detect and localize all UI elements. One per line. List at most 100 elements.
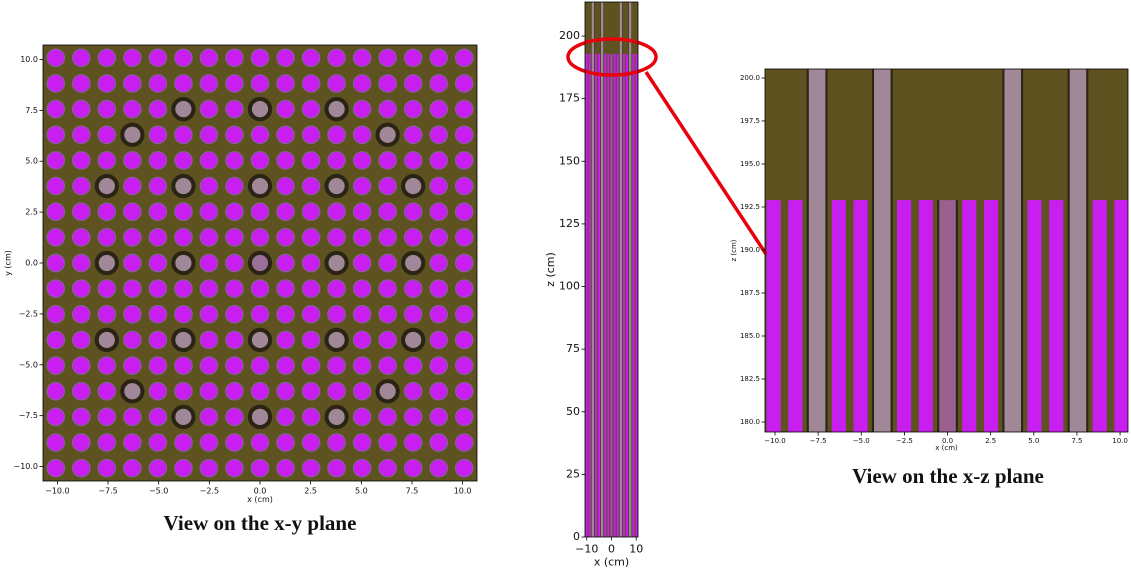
- guide-tube-water: [251, 101, 269, 118]
- guide-tube-water: [175, 254, 192, 272]
- y-tick-label: 185.0: [740, 332, 760, 340]
- fuel-pellet: [430, 305, 448, 323]
- x-tick-label: −5.0: [853, 437, 870, 445]
- x-tick-label: −7.5: [98, 486, 117, 495]
- fuel-pellet: [200, 254, 218, 272]
- fuel-pellet: [72, 357, 90, 374]
- fuel-pellet: [200, 305, 218, 323]
- fuel-pellet: [277, 49, 294, 67]
- fuel-pellet: [72, 49, 90, 67]
- fuel-pellet: [430, 459, 448, 477]
- x-tick-label: 7.5: [406, 486, 419, 495]
- guide-tube-water: [251, 408, 269, 425]
- guide-tube-water: [98, 177, 115, 195]
- x-tick-label: 0.0: [942, 437, 953, 445]
- fuel-pellet: [404, 152, 422, 169]
- fuel-pellet: [124, 177, 141, 195]
- y-tick-label: −5.0: [19, 360, 38, 369]
- fuel-pellet: [72, 75, 90, 92]
- x-tick-label: −2.5: [896, 437, 913, 445]
- guide-tube-water: [405, 331, 422, 349]
- guide-tube-water: [251, 177, 269, 195]
- fuel-pellet: [379, 177, 396, 195]
- fuel-pellet: [226, 254, 243, 272]
- fuel-pellet: [302, 408, 320, 426]
- fuel-pellet: [226, 229, 243, 246]
- fuel-pellet: [98, 434, 116, 451]
- fuel-pellet: [124, 408, 141, 426]
- fuel-pellet: [430, 331, 448, 349]
- xy-plot: [43, 45, 477, 481]
- fuel-pellet: [430, 126, 448, 144]
- fuel-pellet: [226, 75, 243, 92]
- fuel-pellet: [72, 126, 90, 144]
- fuel-pellet: [98, 408, 116, 426]
- y-axis-label: z (cm): [544, 252, 557, 287]
- fuel-pellet: [404, 357, 422, 374]
- fuel-pellet: [277, 254, 294, 272]
- x-tick-label: 2.5: [304, 486, 317, 495]
- fuel-pellet: [404, 203, 422, 221]
- fuel-pellet: [200, 126, 218, 144]
- fuel-pellet: [124, 229, 141, 246]
- fuel-pellet: [277, 152, 294, 169]
- fuel-pin: [788, 200, 803, 432]
- fuel-pellet: [251, 75, 269, 92]
- fuel-pellet: [353, 254, 371, 272]
- fuel-pellet: [379, 152, 396, 169]
- fuel-pellet: [379, 331, 396, 349]
- y-tick-label: 50: [566, 405, 580, 418]
- fuel-pellet: [226, 49, 243, 67]
- fuel-pellet: [328, 75, 345, 92]
- fuel-pellet: [98, 305, 116, 323]
- guide-tube-water: [175, 408, 192, 425]
- fuel-pellet: [404, 434, 422, 451]
- y-tick-label: 125: [559, 217, 580, 230]
- guide-tube-water: [175, 101, 192, 118]
- fuel-pellet: [72, 382, 90, 400]
- x-tick-label: 10: [629, 542, 643, 555]
- fuel-pellet: [379, 434, 396, 451]
- fuel-pellet: [430, 177, 448, 195]
- fuel-pellet: [455, 357, 473, 374]
- fuel-pellet: [302, 382, 320, 400]
- guide-tube-water: [251, 331, 269, 349]
- y-tick-label: 7.5: [25, 106, 38, 115]
- xz-full-plot: [585, 2, 638, 537]
- fuel-pellet: [302, 126, 320, 144]
- fuel-pellet: [430, 382, 448, 400]
- fuel-pellet: [404, 408, 422, 426]
- fuel-pellet: [379, 459, 396, 477]
- guide-tube-water: [591, 2, 594, 537]
- fuel-pin: [626, 53, 629, 537]
- fuel-pellet: [277, 459, 294, 477]
- fuel-pellet: [302, 229, 320, 246]
- fuel-pellet: [430, 203, 448, 221]
- fuel-pellet: [404, 382, 422, 400]
- fuel-pellet: [72, 459, 90, 477]
- fuel-pellet: [455, 229, 473, 246]
- y-tick-label: 180.0: [740, 418, 760, 426]
- fuel-pellet: [302, 357, 320, 374]
- fuel-pellet: [251, 382, 269, 400]
- fuel-pellet: [328, 280, 345, 297]
- fuel-pellet: [430, 100, 448, 118]
- fuel-pellet: [226, 280, 243, 297]
- y-tick-label: −7.5: [19, 411, 38, 420]
- fuel-pellet: [353, 408, 371, 426]
- fuel-pellet: [277, 331, 294, 349]
- fuel-pin: [594, 53, 597, 537]
- fuel-pellet: [302, 177, 320, 195]
- x-tick-label: −10.0: [45, 486, 70, 495]
- fuel-pellet: [353, 305, 371, 323]
- fuel-pellet: [149, 152, 167, 169]
- x-tick-label: −10: [575, 542, 598, 555]
- y-tick-label: 0.0: [25, 259, 38, 268]
- fuel-pellet: [455, 459, 473, 477]
- fuel-pellet: [149, 229, 167, 246]
- fuel-pellet: [226, 382, 243, 400]
- x-tick-label: 5.0: [355, 486, 368, 495]
- fuel-pellet: [200, 229, 218, 246]
- x-tick-label: −7.5: [810, 437, 827, 445]
- fuel-pellet: [72, 229, 90, 246]
